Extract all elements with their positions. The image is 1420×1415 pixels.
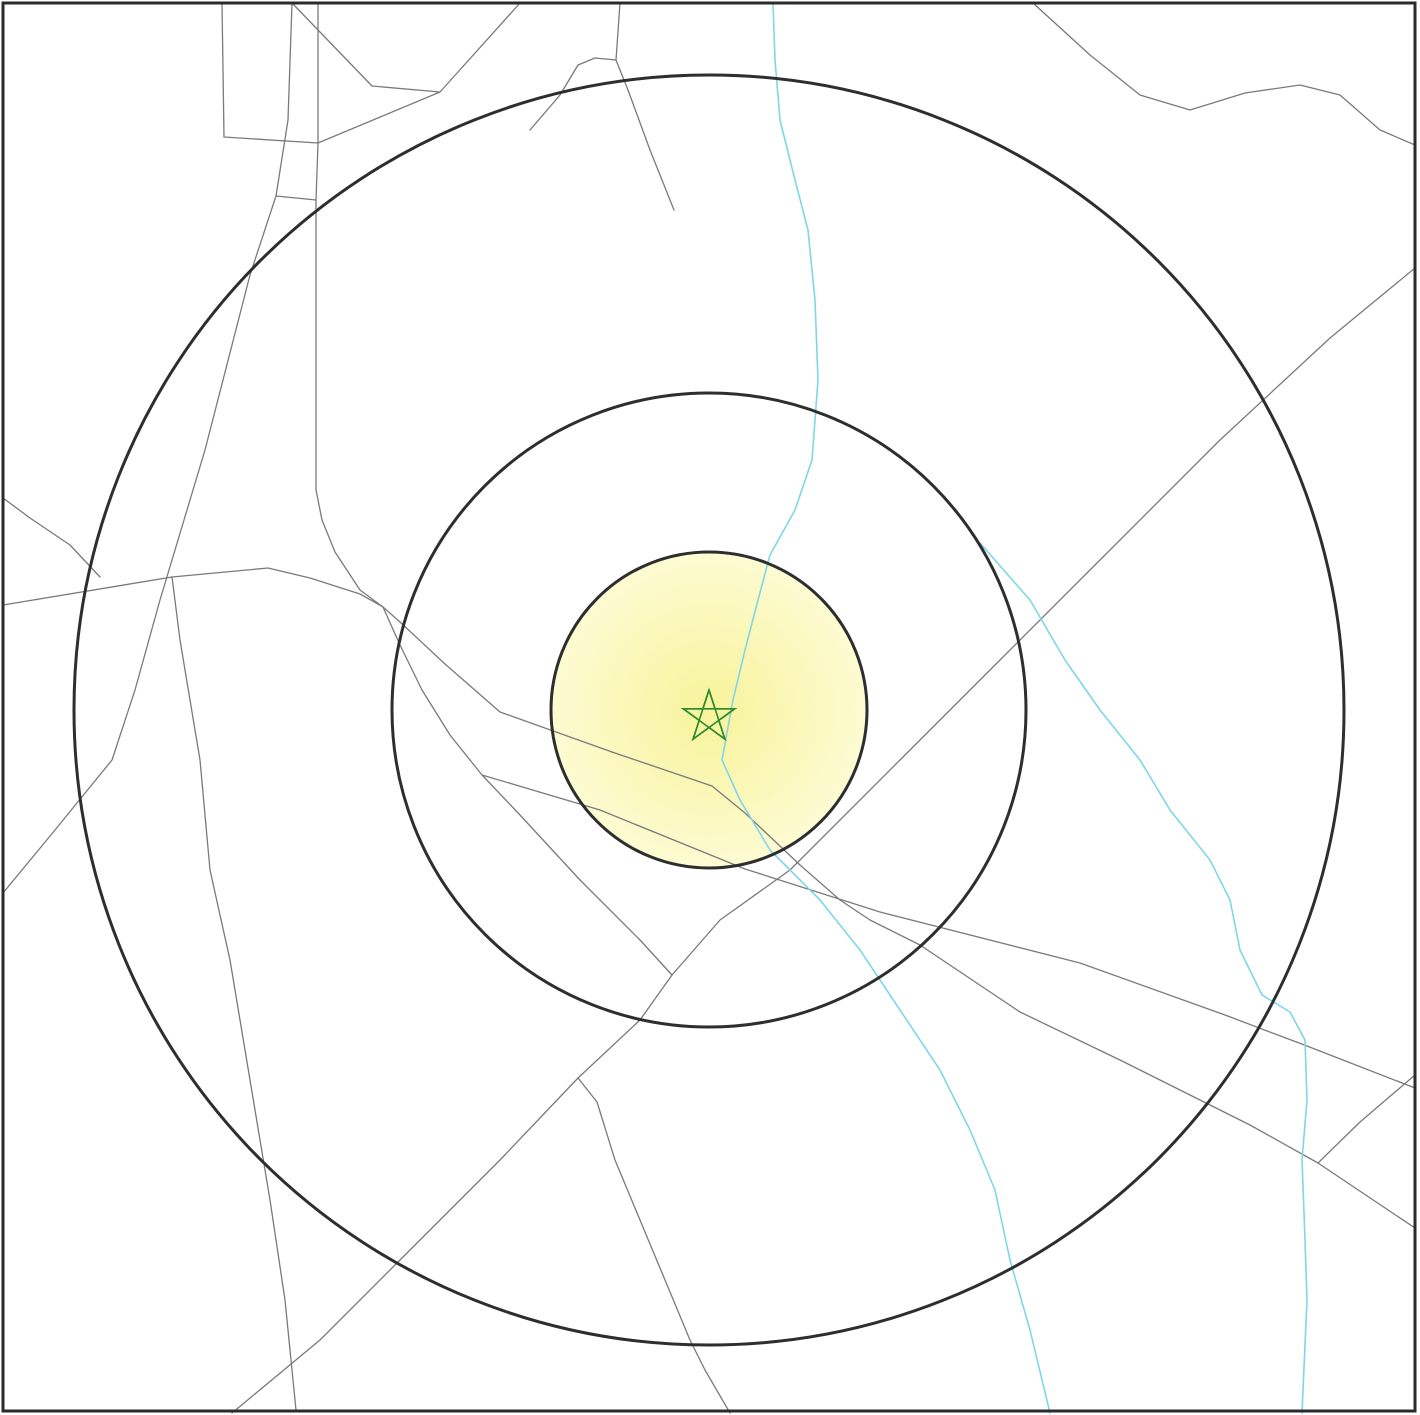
inner-ring	[549, 550, 869, 870]
road	[315, 2, 384, 608]
stream-network	[721, 2, 1308, 1414]
inner-zone-fill	[551, 552, 867, 868]
stream	[721, 2, 1051, 1414]
road	[2, 497, 101, 578]
road	[481, 774, 1416, 1089]
outer-ring	[72, 73, 1346, 1347]
road	[1032, 2, 1416, 146]
road	[2, 567, 1416, 1229]
stream	[979, 542, 1308, 1414]
road	[171, 576, 297, 1411]
road	[529, 57, 617, 131]
star-inner-lines-icon	[680, 689, 738, 742]
road	[615, 2, 675, 211]
road	[291, 2, 441, 93]
road	[275, 2, 317, 201]
buffer-rings	[72, 73, 1346, 1347]
middle-ring	[390, 391, 1028, 1029]
road	[231, 267, 1416, 1414]
road	[2, 195, 277, 894]
road	[577, 1077, 731, 1414]
road	[1317, 1074, 1416, 1164]
